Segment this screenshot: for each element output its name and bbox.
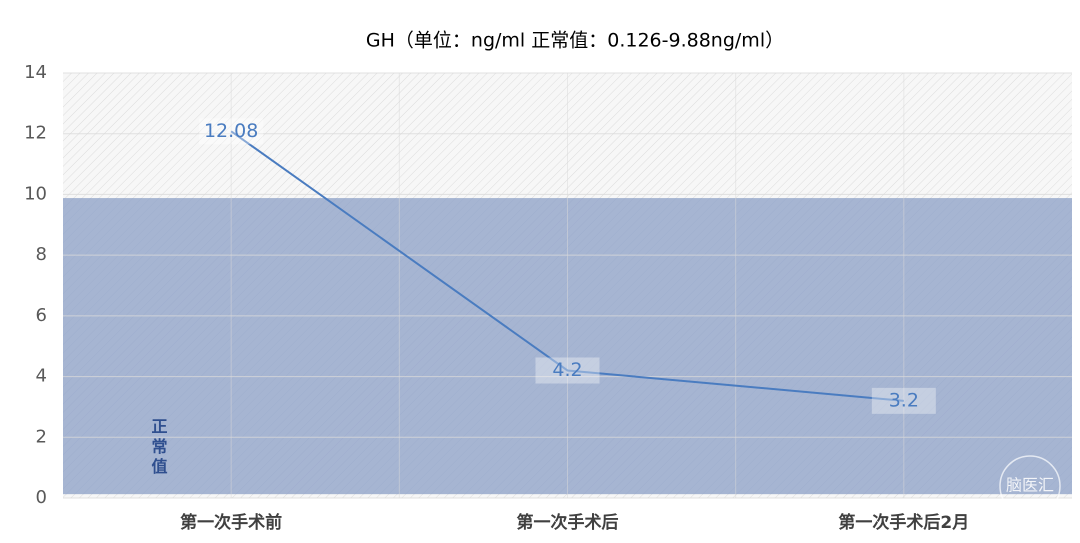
chart-title: GH（单位：ng/ml 正常值：0.126-9.88ng/ml） — [366, 30, 784, 52]
data-label-bg — [199, 118, 264, 145]
watermark-circle — [999, 455, 1061, 517]
y-tick-label: 6 — [36, 305, 47, 326]
data-label-bg — [535, 357, 600, 384]
data-label: 3.2 — [889, 389, 919, 411]
x-tick-label: 第一次手术后 — [517, 512, 619, 533]
y-tick-label: 8 — [36, 244, 47, 265]
data-label: 12.08 — [204, 120, 258, 142]
normal-range-label: 正常值 — [149, 418, 168, 478]
y-tick-label: 4 — [36, 366, 47, 387]
y-tick-label: 12 — [24, 123, 47, 144]
x-tick-label: 第一次手术前 — [180, 512, 282, 533]
y-tick-label: 14 — [24, 62, 47, 83]
y-tick-label: 0 — [36, 487, 47, 508]
y-tick-label: 10 — [24, 183, 47, 204]
data-label: 4.2 — [552, 359, 582, 381]
data-label-bg — [871, 387, 936, 414]
y-tick-label: 2 — [36, 426, 47, 447]
series-line — [230, 130, 904, 402]
x-tick-label: 第一次手术后2月 — [838, 512, 969, 533]
watermark: 脑医汇 — [1006, 476, 1054, 495]
